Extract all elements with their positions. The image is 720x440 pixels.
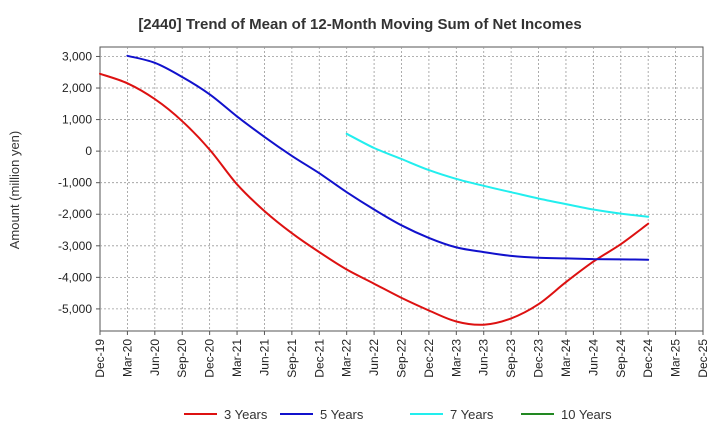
x-tick-label: Jun-20 <box>148 339 162 376</box>
x-tick-label: Jun-21 <box>257 339 271 376</box>
legend-label-7-years: 7 Years <box>450 407 494 422</box>
y-tick-label: 1,000 <box>62 113 92 127</box>
legend-label-10-years: 10 Years <box>561 407 612 422</box>
x-tick-label: Mar-23 <box>449 339 463 377</box>
y-tick-label: -3,000 <box>58 239 92 253</box>
x-tick-label: Dec-20 <box>203 339 217 378</box>
y-tick-label: 0 <box>85 144 92 158</box>
y-axis-ticks: 3,000 2,000 1,000 0 -1,000 -2,000 -3,000 -4,000… <box>58 49 100 316</box>
x-tick-label: Dec-23 <box>532 339 546 378</box>
series-line-5-years <box>126 54 650 261</box>
x-tick-label: Dec-21 <box>312 339 326 378</box>
x-tick-label: Mar-20 <box>120 339 134 377</box>
x-axis-ticks: Dec-19 Mar-20 Jun-20 Sep-20 Dec-20 Mar-21 Jun-… <box>93 331 710 378</box>
x-tick-label: Mar-22 <box>340 339 354 377</box>
y-tick-label: 2,000 <box>62 81 92 95</box>
series-line-7-years <box>345 132 650 218</box>
plot-area <box>99 46 704 332</box>
y-axis-label: Amount (million yen) <box>7 131 22 250</box>
y-tick-label: -4,000 <box>58 270 92 284</box>
series-line-3-years <box>99 72 650 326</box>
x-tick-label: Sep-22 <box>395 339 409 378</box>
x-tick-label: Jun-24 <box>586 339 600 376</box>
x-tick-label: Mar-21 <box>230 339 244 377</box>
legend-label-5-years: 5 Years <box>320 407 364 422</box>
y-tick-label: -5,000 <box>58 302 92 316</box>
x-tick-label: Mar-24 <box>559 339 573 377</box>
x-tick-label: Jun-22 <box>367 339 381 376</box>
legend: 3 Years 5 Years 7 Years 10 Years <box>184 407 612 422</box>
x-tick-label: Jun-23 <box>477 339 491 376</box>
y-tick-label: -1,000 <box>58 176 92 190</box>
x-tick-label: Dec-22 <box>422 339 436 378</box>
x-tick-label: Sep-24 <box>614 339 628 378</box>
y-tick-label: 3,000 <box>62 49 92 63</box>
chart-title: [2440] Trend of Mean of 12-Month Moving … <box>138 16 581 33</box>
x-tick-label: Dec-25 <box>696 339 710 378</box>
x-tick-label: Sep-21 <box>285 339 299 378</box>
x-tick-label: Dec-24 <box>641 339 655 378</box>
x-tick-label: Sep-23 <box>504 339 518 378</box>
x-tick-label: Dec-19 <box>93 339 107 378</box>
legend-label-3-years: 3 Years <box>224 407 268 422</box>
y-tick-label: -2,000 <box>58 207 92 221</box>
x-tick-label: Mar-25 <box>669 339 683 377</box>
x-tick-label: Sep-20 <box>175 339 189 378</box>
